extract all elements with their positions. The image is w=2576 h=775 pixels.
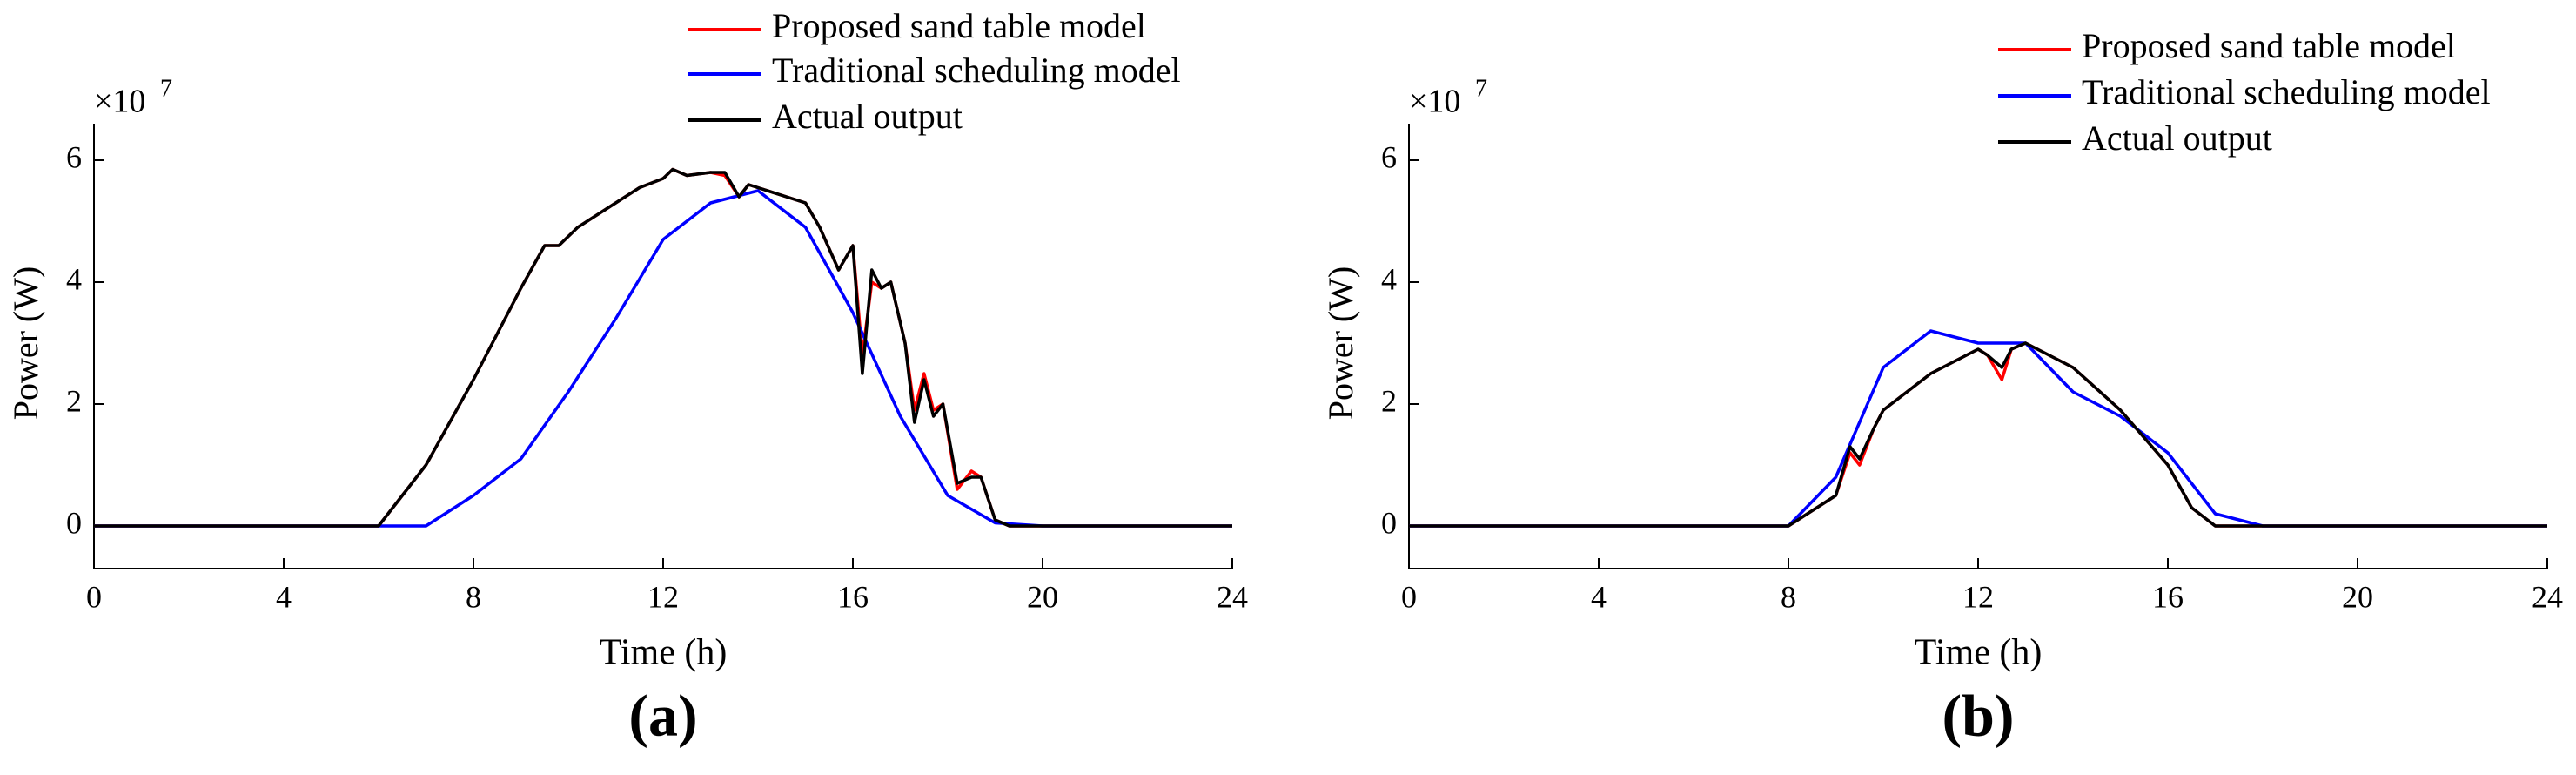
x-tick-label: 16 (837, 579, 869, 614)
x-tick-label: 8 (1781, 579, 1796, 614)
x-tick-label: 4 (1591, 579, 1607, 614)
x-axis-label: Time (h) (600, 633, 728, 673)
x-tick-label: 20 (2342, 579, 2373, 614)
x-axis-label: Time (h) (1915, 633, 2043, 673)
panel-label: (b) (1942, 683, 2014, 749)
legend-label: Traditional scheduling model (772, 51, 1181, 90)
data-line (1409, 329, 2547, 528)
x-tick-label: 0 (86, 579, 102, 614)
legend-label: Proposed sand table model (772, 6, 1146, 45)
x-tick-label: 16 (2152, 579, 2184, 614)
y-multiplier: ×10 (1409, 84, 1460, 120)
legend-label: Actual output (772, 97, 963, 136)
data-line (94, 167, 1232, 528)
y-tick-label: 2 (1381, 383, 1397, 418)
y-tick-label: 6 (1381, 139, 1397, 174)
y-tick-label: 2 (66, 383, 82, 418)
x-tick-label: 0 (1401, 579, 1417, 614)
x-tick-label: 8 (466, 579, 481, 614)
data-line (94, 189, 1232, 528)
data-line (94, 167, 1232, 528)
legend-label: Proposed sand table model (2082, 26, 2456, 65)
y-multiplier: ×10 (94, 84, 145, 120)
y-exponent: 7 (1475, 75, 1487, 102)
y-tick-label: 4 (1381, 261, 1397, 296)
x-tick-label: 20 (1027, 579, 1058, 614)
x-tick-label: 24 (1217, 579, 1248, 614)
y-tick-label: 4 (66, 261, 82, 296)
legend-label: Actual output (2082, 118, 2272, 158)
y-axis-label: Power (W) (1321, 266, 1360, 421)
panel-label: (a) (628, 683, 697, 749)
y-exponent: 7 (160, 75, 172, 102)
data-line (1409, 341, 2547, 528)
y-tick-label: 6 (66, 139, 82, 174)
y-axis-label: Power (W) (6, 266, 45, 421)
y-tick-label: 0 (66, 505, 82, 540)
x-tick-label: 24 (2532, 579, 2563, 614)
y-tick-label: 0 (1381, 505, 1397, 540)
x-tick-label: 12 (647, 579, 679, 614)
x-tick-label: 12 (1962, 579, 1994, 614)
x-tick-label: 4 (276, 579, 292, 614)
data-line (1409, 341, 2547, 528)
legend-label: Traditional scheduling model (2082, 72, 2491, 111)
